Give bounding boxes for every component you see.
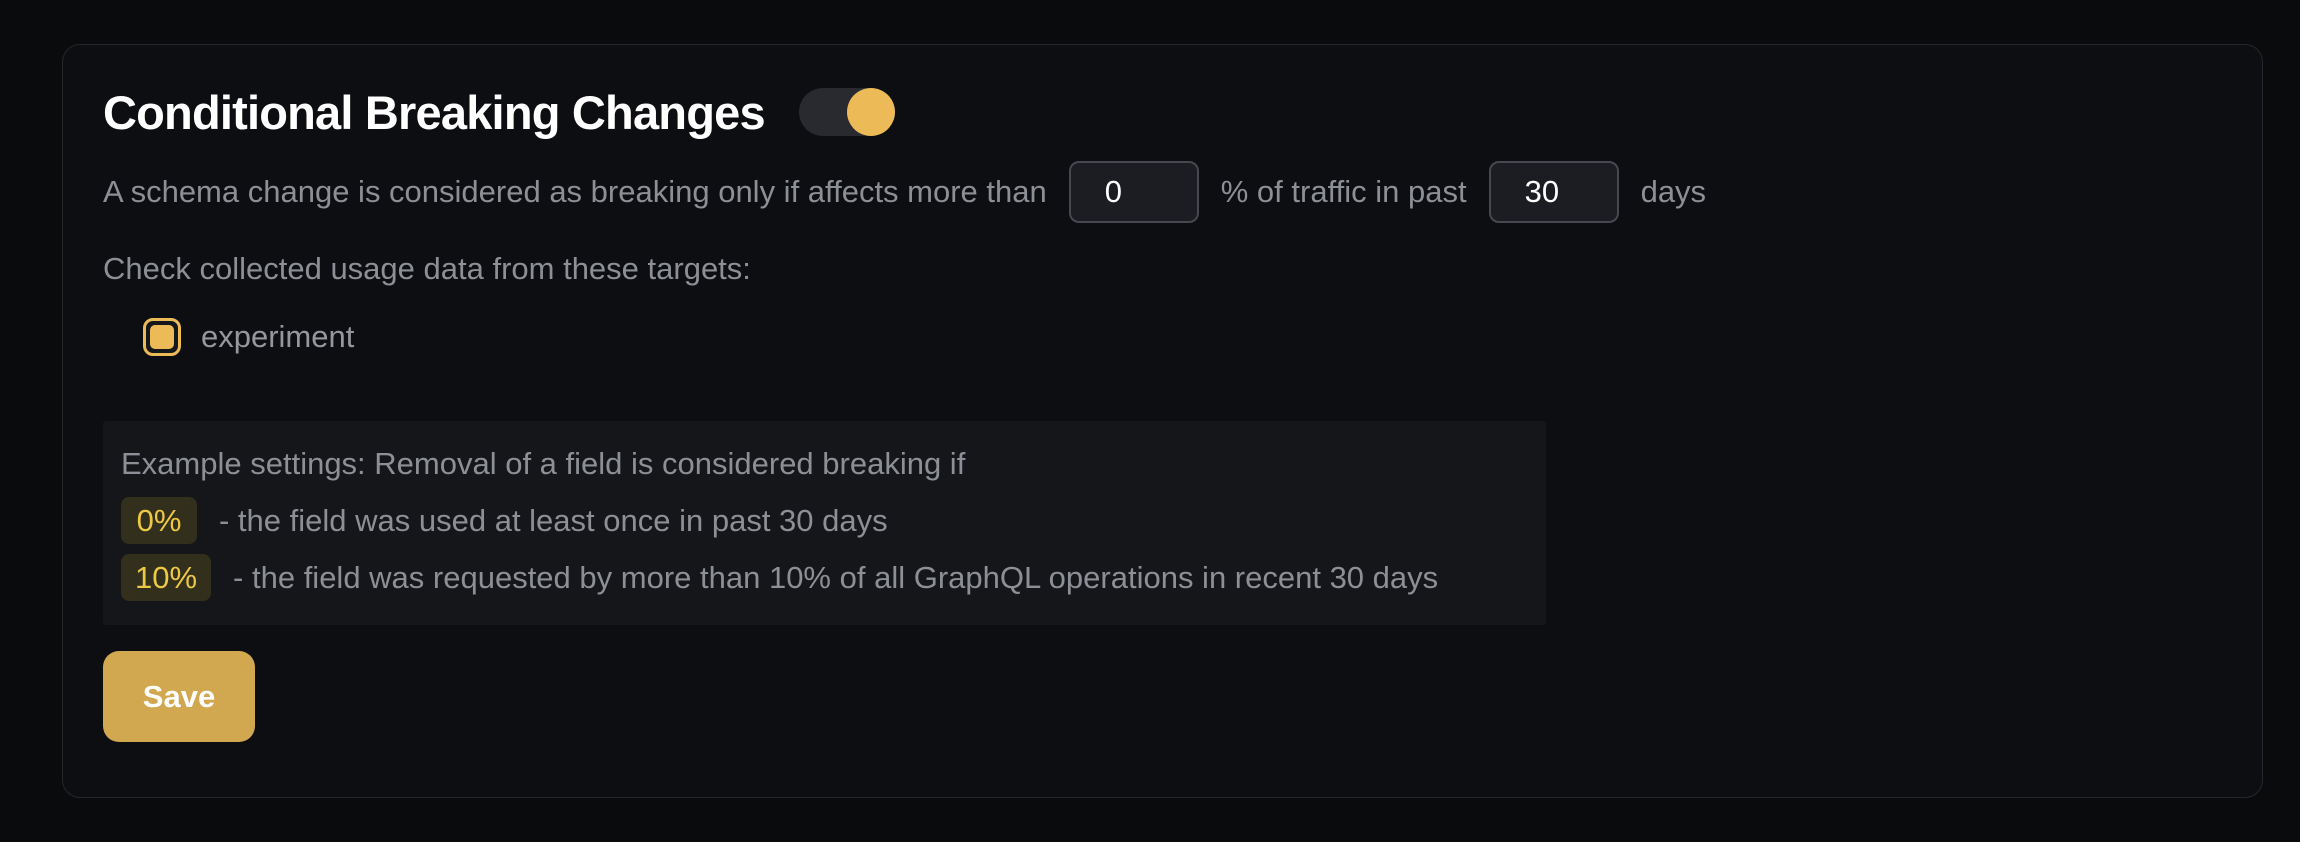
threshold-text-part3: days	[1640, 174, 1707, 209]
threshold-sentence: A schema change is considered as breakin…	[103, 161, 2222, 223]
percentage-badge: 10%	[121, 554, 212, 601]
percentage-input[interactable]	[1068, 161, 1199, 223]
rule-text: - the field was used at least once in pa…	[219, 502, 888, 538]
example-intro-text: Example settings: Removal of a field is …	[121, 446, 966, 481]
rule-text: - the field was requested by more than 1…	[233, 559, 1439, 595]
example-settings-box: Example settings: Removal of a field is …	[103, 421, 1546, 625]
percentage-badge: 0%	[121, 497, 197, 544]
targets-label: Check collected usage data from these ta…	[103, 251, 751, 286]
target-name-label: experiment	[201, 319, 355, 354]
threshold-text-part2: % of traffic in past	[1220, 174, 1467, 209]
days-input[interactable]	[1488, 161, 1619, 223]
example-rule-row: 0% - the field was used at least once in…	[121, 497, 1526, 544]
conditional-breaking-changes-card: Conditional Breaking Changes A schema ch…	[62, 44, 2263, 798]
page-title: Conditional Breaking Changes	[103, 85, 766, 139]
card-header: Conditional Breaking Changes	[103, 83, 2222, 141]
checkbox-checked-icon	[150, 325, 174, 349]
target-row-experiment: experiment	[143, 317, 2222, 357]
experiment-checkbox[interactable]	[143, 318, 181, 356]
feature-toggle[interactable]	[798, 88, 895, 136]
example-rule-row: 10% - the field was requested by more th…	[121, 554, 1526, 601]
threshold-text-part1: A schema change is considered as breakin…	[103, 174, 1047, 209]
save-button[interactable]: Save	[103, 651, 255, 742]
toggle-knob-icon	[846, 88, 895, 136]
